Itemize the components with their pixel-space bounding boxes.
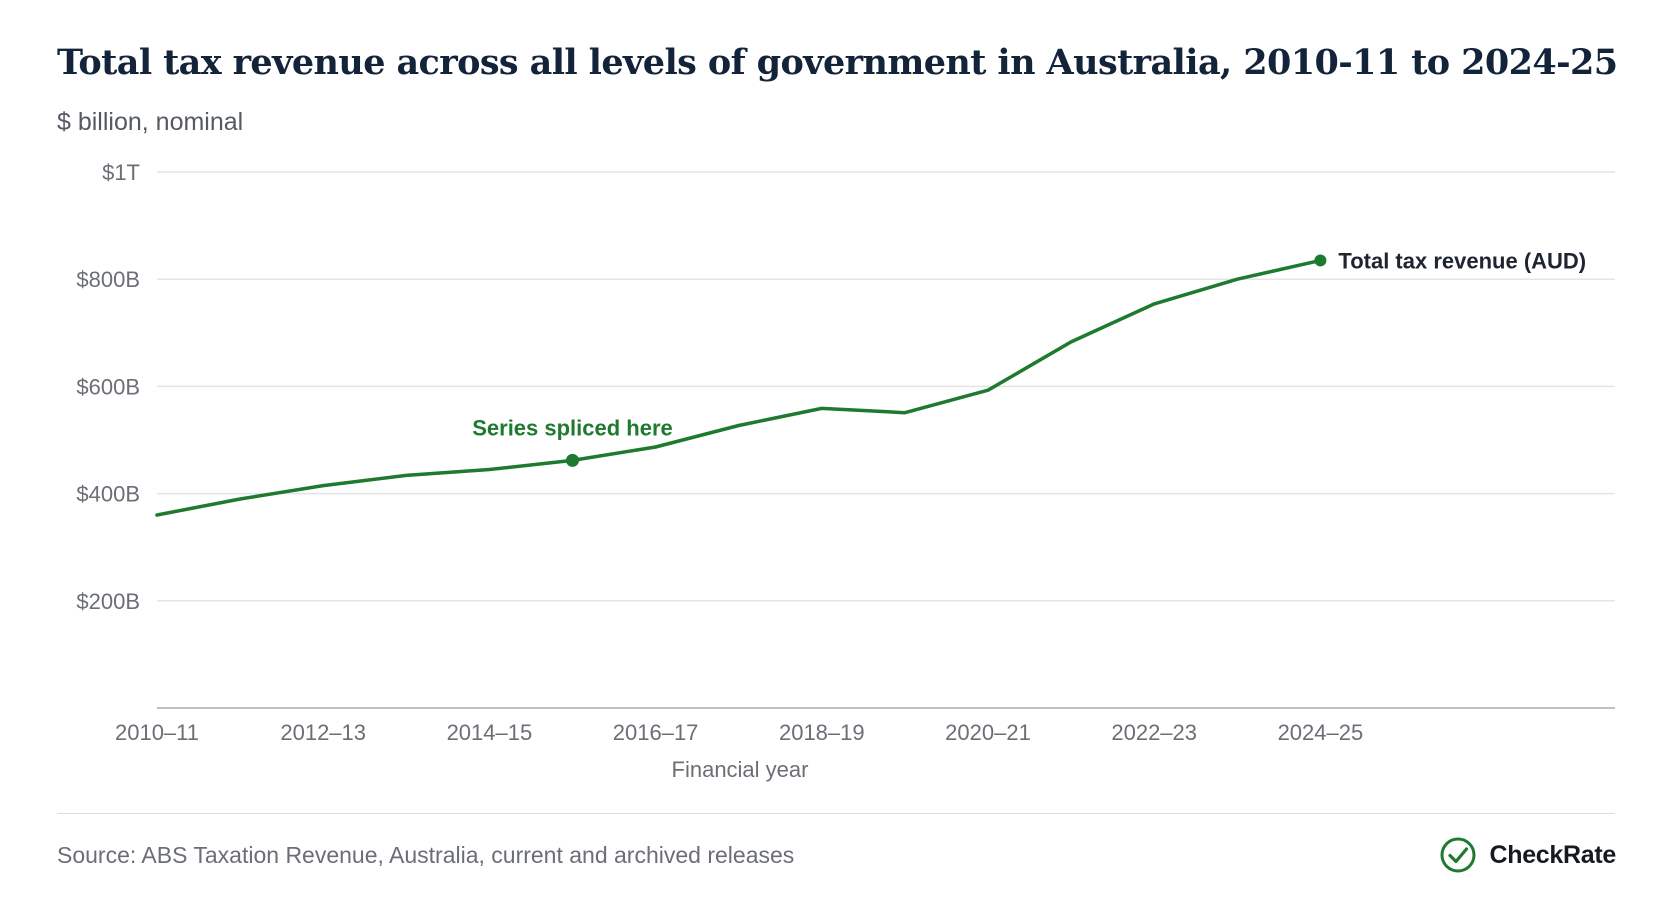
chart-subtitle: $ billion, nominal [57,108,244,136]
x-tick-label: 2014–15 [447,720,533,745]
series-label: Total tax revenue (AUD) [1338,248,1586,273]
x-axis-title: Financial year [672,757,809,782]
y-tick-label: $600B [76,374,140,399]
check-circle-icon [1440,837,1476,873]
x-tick-label: 2024–25 [1278,720,1364,745]
brand-name: CheckRate [1489,840,1616,869]
x-tick-label: 2018–19 [779,720,865,745]
source-note: Source: ABS Taxation Revenue, Australia,… [57,842,795,868]
x-tick-label: 2012–13 [280,720,366,745]
annotation-label: Series spliced here [472,415,673,440]
x-tick-label: 2022–23 [1111,720,1197,745]
series-line [155,258,1323,517]
y-tick-label: $800B [76,267,140,292]
footer-divider [57,813,1615,814]
brand-logo: CheckRate [1439,836,1616,874]
x-tick-label: 2010–11 [115,720,199,745]
y-tick-label: $400B [76,482,140,507]
y-tick-label: $1T [102,160,140,185]
y-tick-label: $200B [76,589,140,614]
chart-title: Total tax revenue across all levels of g… [57,42,1618,83]
series-end-point [1314,254,1327,267]
x-tick-label: 2016–17 [613,720,699,745]
annotation-point [566,453,579,467]
x-tick-label: 2020–21 [945,720,1031,745]
